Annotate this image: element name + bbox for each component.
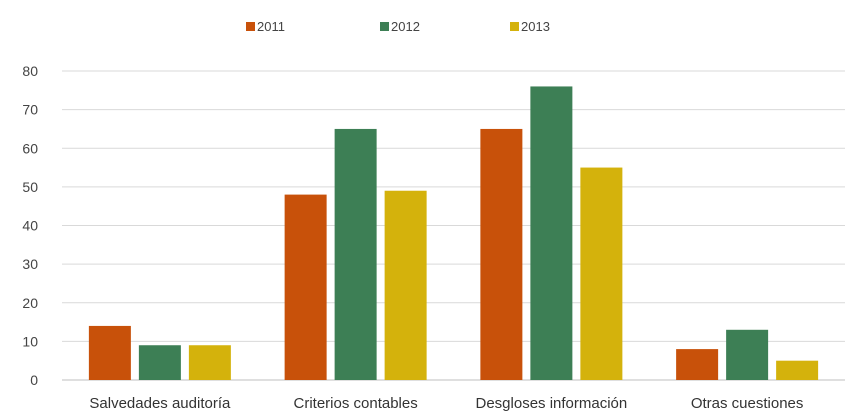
bar-2011-1: [284, 194, 327, 380]
bar-2013-0: [188, 345, 231, 380]
y-tick-label: 60: [22, 140, 38, 156]
legend-label-2011: 2011: [257, 19, 285, 34]
legend-swatch-2013: [510, 22, 519, 31]
bar-2012-0: [138, 345, 181, 380]
bar-2011-2: [480, 128, 523, 380]
x-category-label: Desgloses información: [476, 395, 628, 412]
bar-2011-3: [676, 349, 719, 380]
legend-swatch-2012: [380, 22, 389, 31]
y-tick-label: 70: [22, 102, 38, 118]
y-tick-label: 20: [22, 295, 38, 311]
y-tick-label: 40: [22, 218, 38, 234]
y-tick-label: 10: [22, 333, 38, 349]
legend-label-2012: 2012: [391, 19, 420, 34]
bar-2012-1: [334, 128, 377, 380]
bar-2011-0: [88, 325, 131, 380]
y-tick-label: 30: [22, 256, 38, 272]
bar-2013-2: [580, 167, 623, 380]
x-category-label: Salvedades auditoría: [89, 395, 231, 412]
x-axis: Salvedades auditoría Criterios contables D…: [89, 395, 803, 412]
legend-swatch-2011: [246, 22, 255, 31]
bar-2013-1: [384, 190, 427, 380]
bars: [88, 86, 819, 380]
y-tick-label: 0: [30, 372, 38, 388]
bar-2013-3: [776, 360, 819, 380]
y-tick-label: 50: [22, 179, 38, 195]
gridlines: [62, 70, 845, 381]
y-axis: 0 10 20 30 40 50 60 70 80: [22, 63, 38, 388]
legend: 2011 2012 2013: [246, 19, 550, 34]
bar-2012-2: [530, 86, 573, 380]
x-category-label: Otras cuestiones: [691, 395, 804, 412]
y-tick-label: 80: [22, 63, 38, 79]
legend-label-2013: 2013: [521, 19, 550, 34]
x-category-label: Criterios contables: [294, 395, 418, 412]
bar-2012-3: [726, 329, 769, 380]
